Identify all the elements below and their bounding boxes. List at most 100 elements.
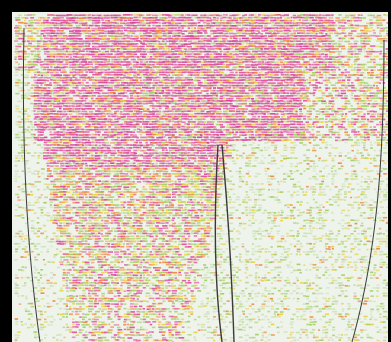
- density-dot: [50, 27, 54, 29]
- density-dot: [369, 45, 376, 47]
- density-dot: [298, 24, 304, 27]
- density-dot: [340, 123, 343, 126]
- density-dot: [206, 89, 209, 92]
- density-dot: [312, 118, 317, 120]
- density-dot: [274, 37, 280, 40]
- density-dot: [248, 134, 252, 136]
- density-dot: [222, 84, 227, 87]
- density-dot: [168, 50, 172, 53]
- density-dot: [382, 87, 386, 89]
- density-dot: [287, 118, 291, 120]
- density-dot: [325, 76, 328, 79]
- density-dot: [152, 14, 157, 17]
- density-dot: [104, 108, 107, 110]
- density-dot: [378, 82, 382, 84]
- density-dot: [267, 100, 271, 103]
- density-dot: [337, 76, 343, 79]
- density-dot: [49, 95, 52, 97]
- density-dot: [340, 37, 346, 40]
- density-dot: [116, 71, 123, 74]
- density-dot: [289, 112, 294, 115]
- density-dot: [101, 43, 106, 45]
- density-dot: [72, 74, 76, 77]
- density-dot: [220, 74, 223, 76]
- density-dot: [91, 35, 96, 37]
- density-dot: [247, 113, 254, 115]
- density-dot: [151, 118, 158, 120]
- density-dot: [164, 51, 171, 53]
- density-dot: [46, 100, 50, 102]
- density-dot: [386, 115, 388, 118]
- density-dot: [260, 35, 264, 38]
- density-dot: [174, 32, 180, 35]
- density-dot: [376, 81, 379, 84]
- density-dot: [36, 48, 39, 51]
- density-dot: [27, 24, 33, 27]
- density-dot: [231, 50, 235, 53]
- density-dot: [33, 64, 38, 66]
- density-dot: [137, 56, 140, 58]
- density-dot: [110, 136, 114, 138]
- density-dot: [226, 69, 230, 71]
- density-dot: [85, 66, 89, 69]
- density-dot: [220, 76, 226, 79]
- density-dot: [114, 136, 119, 138]
- density-dot: [361, 123, 365, 126]
- density-dot: [184, 89, 189, 92]
- density-dot: [171, 71, 174, 74]
- density-dot: [311, 27, 317, 30]
- density-dot: [318, 58, 323, 60]
- density-dot: [295, 110, 298, 113]
- density-dot: [293, 134, 299, 136]
- density-dot: [68, 27, 72, 29]
- density-dot: [92, 79, 98, 81]
- density-dot: [193, 40, 197, 43]
- density-dot: [88, 125, 93, 128]
- density-dot: [88, 113, 94, 115]
- density-dot: [101, 95, 105, 97]
- density-dot: [94, 87, 100, 90]
- density-dot: [268, 139, 271, 142]
- density-dot: [155, 16, 158, 19]
- density-dot: [270, 134, 275, 136]
- density-dot: [43, 113, 50, 116]
- density-dot: [177, 42, 181, 45]
- density-dot: [30, 19, 33, 22]
- density-dot: [219, 118, 222, 120]
- density-dot: [164, 79, 169, 81]
- density-dot: [225, 99, 233, 102]
- density-dot: [126, 115, 134, 118]
- density-dot: [254, 82, 259, 84]
- density-dot: [66, 43, 70, 45]
- density-dot: [187, 138, 193, 141]
- density-dot: [286, 128, 291, 131]
- density-dot: [376, 89, 382, 92]
- density-dot: [75, 61, 78, 64]
- density-dot: [353, 100, 358, 102]
- density-dot: [178, 53, 184, 55]
- density-dot: [193, 105, 200, 108]
- density-dot: [379, 53, 382, 55]
- density-dot: [72, 94, 79, 97]
- density-dot: [241, 92, 246, 94]
- density-dot: [325, 34, 331, 37]
- density-dot: [49, 40, 54, 43]
- density-dot: [65, 48, 70, 50]
- density-dot: [282, 100, 286, 103]
- density-dot: [212, 97, 219, 100]
- density-dot: [30, 58, 36, 61]
- density-dot: [146, 55, 150, 58]
- density-dot: [258, 105, 262, 108]
- density-dot: [338, 68, 341, 71]
- density-dot: [289, 48, 293, 50]
- density-dot: [133, 118, 136, 121]
- density-dot: [254, 92, 258, 94]
- density-dot: [241, 58, 247, 61]
- density-dot: [42, 128, 47, 131]
- density-dot: [133, 64, 138, 66]
- density-dot: [283, 45, 286, 48]
- density-dot: [219, 58, 223, 61]
- density-dot: [98, 136, 102, 138]
- density-dot: [254, 53, 261, 55]
- density-dot: [76, 94, 80, 97]
